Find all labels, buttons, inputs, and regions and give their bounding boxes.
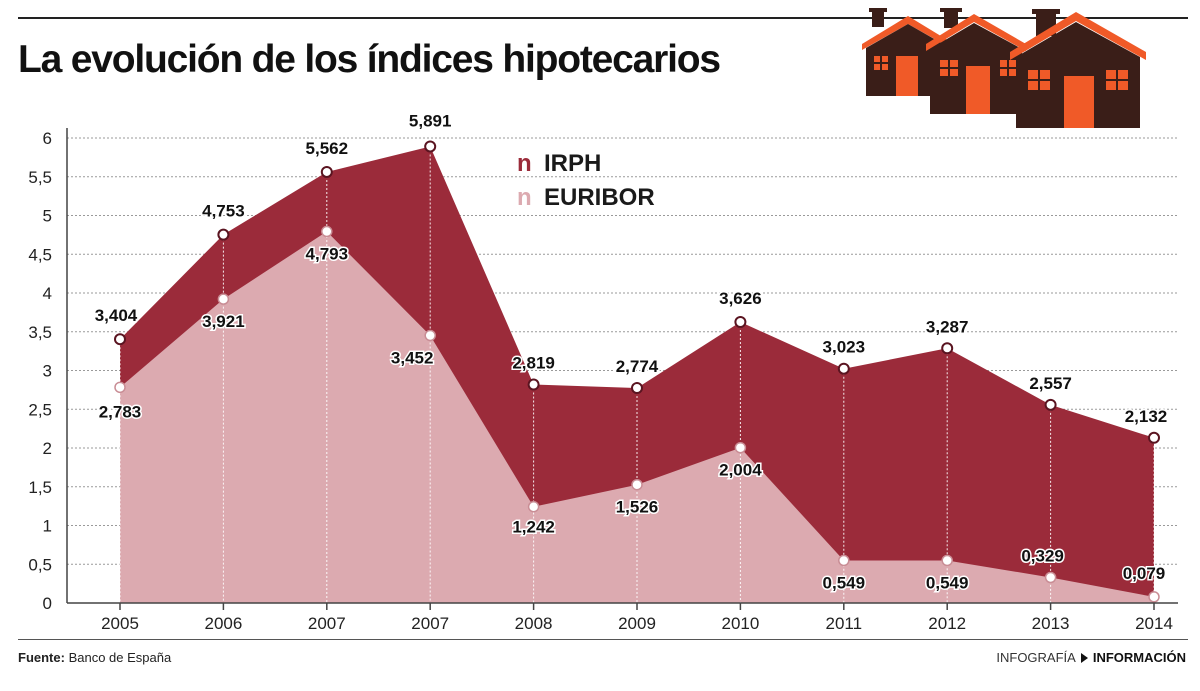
- y-tick-label: 1,5: [28, 478, 52, 497]
- legend-label: IRPH: [544, 150, 601, 177]
- irph-point: [424, 140, 437, 153]
- irph-data-label: 5,562: [306, 139, 349, 158]
- euribor-data-label: 3,452: [391, 348, 434, 367]
- irph-data-label: 3,287: [926, 317, 969, 336]
- legend-label: EURIBOR: [544, 184, 655, 211]
- y-tick-label: 2: [43, 439, 52, 458]
- x-tick-label: 2006: [204, 614, 242, 633]
- euribor-data-label: 0,079: [1123, 564, 1166, 583]
- y-tick-label: 4,5: [28, 245, 52, 264]
- y-tick-label: 3: [43, 362, 52, 381]
- source-note: Fuente: Banco de España: [18, 650, 171, 665]
- credit-left: INFOGRAFÍA: [996, 650, 1076, 665]
- x-tick-label: 2010: [721, 614, 759, 633]
- source-label: Fuente:: [18, 650, 65, 665]
- irph-point: [114, 333, 126, 346]
- irph-data-label: 3,023: [823, 338, 866, 357]
- credit: INFOGRAFÍA INFORMACIÓN: [996, 650, 1186, 665]
- euribor-data-label: 0,549: [823, 573, 866, 592]
- irph-point: [734, 315, 747, 328]
- arrow-right-icon: [1080, 653, 1088, 663]
- y-tick-label: 5: [43, 207, 52, 226]
- irph-point: [320, 165, 333, 178]
- x-tick-label: 2011: [826, 614, 863, 633]
- x-tick-label: 2007: [411, 614, 449, 633]
- euribor-data-label: 2,004: [719, 461, 762, 480]
- y-tick-label: 0: [43, 594, 52, 613]
- euribor-data-label: 3,921: [202, 312, 245, 331]
- euribor-point: [424, 329, 436, 342]
- x-tick-label: 2007: [308, 614, 346, 633]
- irph-data-label: 2,774: [616, 357, 659, 376]
- markers: [114, 140, 1160, 603]
- irph-point: [217, 228, 230, 241]
- legend: n IRPH n EURIBOR: [517, 150, 655, 211]
- y-tick-label: 4: [43, 284, 52, 303]
- irph-point: [1148, 431, 1160, 444]
- irph-data-label: 5,891: [409, 111, 452, 130]
- bottom-rule: [18, 639, 1188, 640]
- euribor-data-label: 0,549: [926, 573, 969, 592]
- area-layer: [120, 146, 1154, 604]
- irph-data-label: 2,557: [1029, 374, 1072, 393]
- x-tick-label: 2012: [928, 614, 966, 633]
- axes: 0 0,5 1 1,5 2 2,5 3 3,5 4 4,5 5 5,5 6 2005 2006 2007 200…: [28, 128, 1178, 633]
- euribor-data-label: 2,783: [99, 402, 142, 421]
- irph-data-label: 3,404: [95, 306, 138, 325]
- irph-point: [837, 362, 850, 375]
- credit-right: INFORMACIÓN: [1092, 650, 1186, 665]
- euribor-point: [527, 500, 540, 513]
- euribor-point: [217, 293, 230, 305]
- euribor-point: [734, 441, 747, 454]
- euribor-data-label: 0,329: [1021, 547, 1064, 566]
- euribor-data-label: 4,793: [306, 245, 349, 264]
- house-icon: [926, 8, 1026, 114]
- x-tick-label: 2014: [1135, 614, 1173, 633]
- irph-data-label: 3,626: [719, 289, 762, 308]
- euribor-point: [838, 554, 850, 567]
- y-tick-label: 0,5: [28, 555, 52, 574]
- y-tick-label: 2,5: [28, 400, 52, 419]
- irph-data-label: 2,819: [512, 354, 555, 373]
- euribor-point: [321, 225, 333, 238]
- top-rule: [18, 17, 1188, 19]
- euribor-point: [631, 478, 643, 491]
- x-tick-label: 2013: [1032, 614, 1070, 633]
- irph-data-label: 2,132: [1125, 407, 1168, 426]
- irph-point: [941, 342, 954, 355]
- euribor-data-label: 1,526: [616, 498, 659, 517]
- euribor-data-label: 1,242: [512, 518, 555, 537]
- house-icon: [862, 8, 954, 96]
- irph-data-label: 4,753: [202, 202, 245, 221]
- x-tick-label: 2008: [515, 614, 553, 633]
- irph-point: [527, 378, 540, 391]
- data-labels: 3,404 2,783 4,753 3,921 5,562 4,793 5,891 3,452…: [93, 110, 1169, 594]
- euribor-point: [941, 554, 953, 567]
- y-tick-label: 3,5: [28, 323, 52, 342]
- euribor-point: [114, 381, 126, 394]
- x-tick-label: 2005: [101, 614, 139, 633]
- legend-marker: n: [517, 150, 532, 177]
- irph-point: [631, 382, 643, 395]
- legend-marker: n: [517, 184, 532, 211]
- page-title: La evolución de los índices hipotecarios: [18, 38, 721, 81]
- euribor-point: [1148, 591, 1160, 603]
- y-tick-label: 1: [43, 517, 52, 536]
- x-tick-label: 2009: [618, 614, 656, 633]
- irph-point: [1044, 398, 1057, 411]
- euribor-area: [120, 231, 1154, 604]
- houses-illustration: [862, 8, 1146, 128]
- house-icon: [1010, 9, 1146, 128]
- source-value: Banco de España: [68, 650, 172, 665]
- y-tick-label: 6: [43, 129, 52, 148]
- euribor-point: [1044, 571, 1057, 584]
- y-tick-label: 5,5: [28, 168, 52, 187]
